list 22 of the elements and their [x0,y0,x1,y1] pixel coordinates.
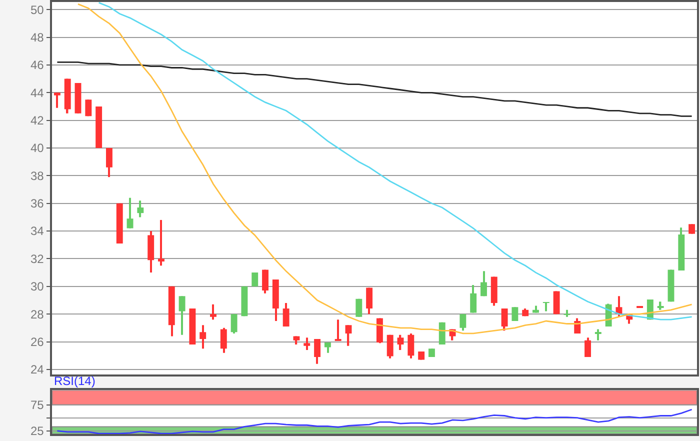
candlestick [334,320,342,342]
y-tick-label: 36 [30,196,44,211]
candlestick [158,220,164,266]
y-tick-label: 38 [30,168,44,183]
y-tick-label: 30 [30,280,44,294]
y-tick-label: 28 [30,307,44,322]
y-tick-label: 48 [30,30,44,44]
line-series [56,62,692,117]
candlestick [542,302,550,312]
y-tick-label: 32 [30,252,44,266]
y-tick-label: 34 [30,224,44,238]
y-tick-label: 40 [30,141,44,156]
y-tick-label: 75 [30,398,44,412]
y-tick-label: 26 [30,334,44,349]
y-tick-label: 24 [30,362,44,377]
line-series [56,408,692,434]
y-tick-label: 46 [30,58,44,72]
y-tick-label: 25 [30,424,44,438]
y-tick-label: 50 [30,2,44,17]
chart-title: RSI(14) [54,374,96,388]
y-tick-label: 44 [30,86,44,100]
y-tick-label: 42 [30,114,44,128]
